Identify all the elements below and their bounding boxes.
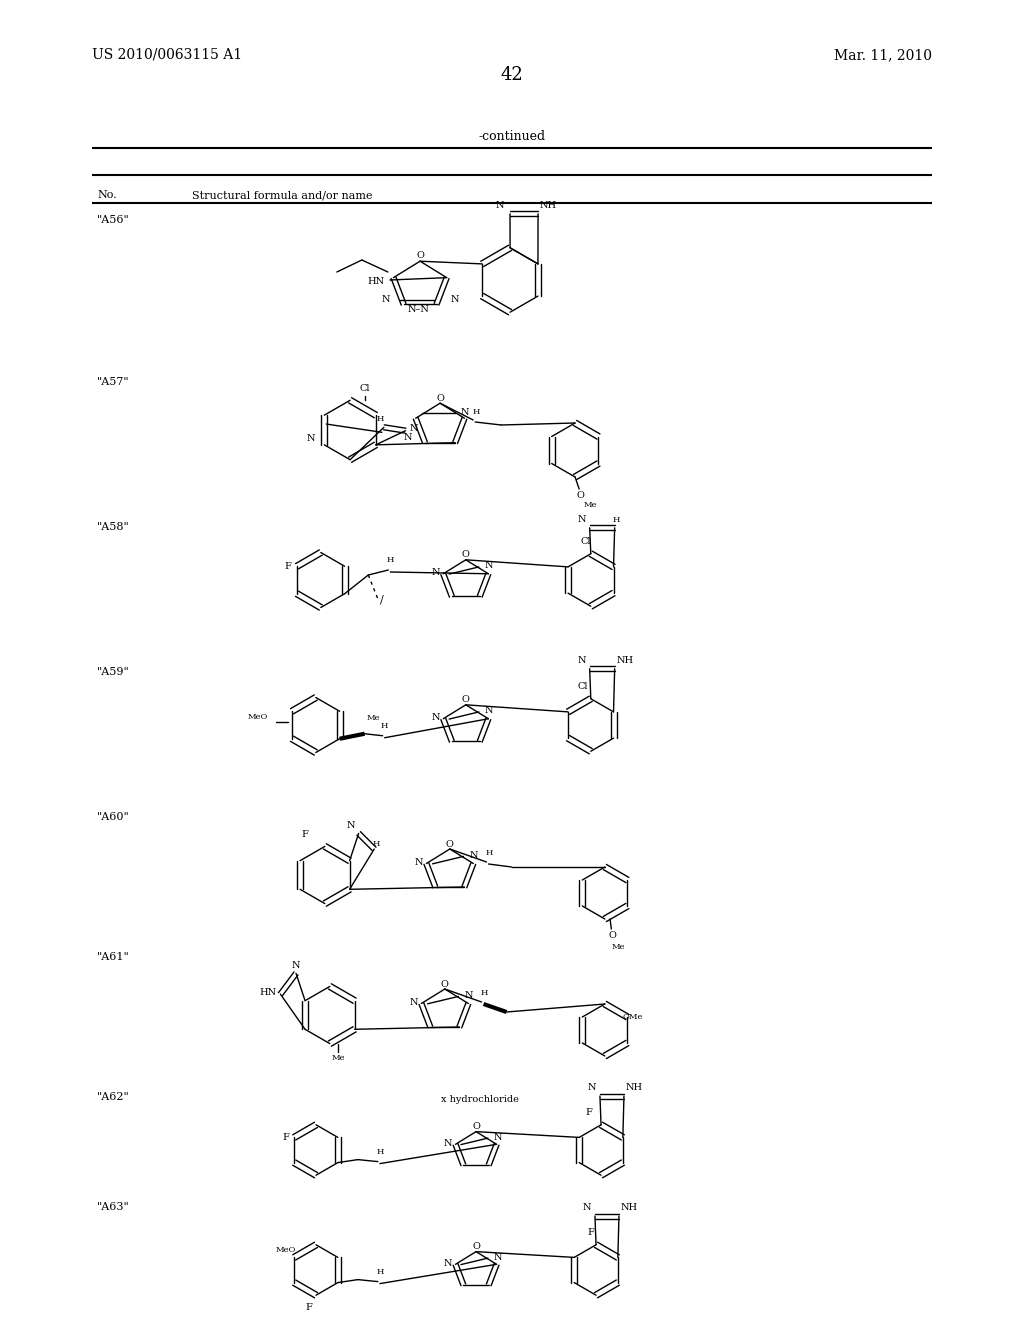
Text: H: H xyxy=(613,516,621,524)
Text: F: F xyxy=(285,562,291,570)
Text: N: N xyxy=(484,561,494,570)
Text: N: N xyxy=(403,433,413,442)
Text: H: H xyxy=(485,849,494,857)
Text: N: N xyxy=(470,850,478,859)
Text: N: N xyxy=(307,434,315,444)
Text: O: O xyxy=(472,1122,480,1131)
Text: US 2010/0063115 A1: US 2010/0063115 A1 xyxy=(92,48,243,62)
Text: NH: NH xyxy=(540,202,557,210)
Text: N: N xyxy=(578,515,586,524)
Text: x hydrochloride: x hydrochloride xyxy=(441,1096,519,1105)
Text: N: N xyxy=(431,569,440,577)
Text: /: / xyxy=(381,594,384,605)
Text: N: N xyxy=(494,1253,502,1262)
Text: -continued: -continued xyxy=(478,129,546,143)
Text: N: N xyxy=(431,713,440,722)
Text: O: O xyxy=(445,840,454,849)
Text: "A62": "A62" xyxy=(97,1092,130,1102)
Text: N: N xyxy=(415,858,423,867)
Text: Cl: Cl xyxy=(359,384,371,393)
Text: "A57": "A57" xyxy=(97,378,130,387)
Text: 42: 42 xyxy=(501,66,523,84)
Text: "A61": "A61" xyxy=(97,952,130,962)
Text: N: N xyxy=(410,424,418,433)
Text: Cl: Cl xyxy=(578,682,588,692)
Text: N: N xyxy=(444,1259,453,1269)
Text: "A59": "A59" xyxy=(97,667,130,677)
Text: F: F xyxy=(585,1109,592,1117)
Text: N: N xyxy=(484,706,494,715)
Text: Me: Me xyxy=(584,502,597,510)
Text: MeO: MeO xyxy=(275,1246,296,1254)
Text: N: N xyxy=(382,294,390,304)
Text: N: N xyxy=(465,991,473,999)
Text: N: N xyxy=(292,961,300,970)
Text: O: O xyxy=(436,393,444,403)
Text: Mar. 11, 2010: Mar. 11, 2010 xyxy=(834,48,932,62)
Text: HN: HN xyxy=(368,277,385,286)
Text: O: O xyxy=(462,696,470,705)
Text: F: F xyxy=(588,1229,595,1237)
Text: O: O xyxy=(416,251,424,260)
Text: N: N xyxy=(461,408,469,417)
Text: HN: HN xyxy=(259,987,276,997)
Text: O: O xyxy=(608,931,616,940)
Text: O: O xyxy=(577,491,585,499)
Text: Me: Me xyxy=(611,942,625,950)
Text: OMe: OMe xyxy=(623,1012,643,1020)
Text: O: O xyxy=(472,1242,480,1251)
Text: H: H xyxy=(481,989,488,997)
Text: H: H xyxy=(373,840,380,847)
Text: N: N xyxy=(578,656,586,665)
Text: H: H xyxy=(387,556,394,564)
Text: N: N xyxy=(496,202,504,210)
Text: "A56": "A56" xyxy=(97,215,130,224)
Text: H: H xyxy=(376,1267,384,1275)
Text: O: O xyxy=(462,550,470,560)
Text: NH: NH xyxy=(616,656,634,665)
Text: Me: Me xyxy=(367,714,380,722)
Text: N: N xyxy=(451,294,459,304)
Text: NH: NH xyxy=(621,1204,638,1213)
Text: NH: NH xyxy=(626,1084,643,1093)
Text: H: H xyxy=(376,1147,384,1155)
Text: Me: Me xyxy=(332,1053,345,1061)
Text: F: F xyxy=(305,1303,312,1312)
Text: O: O xyxy=(441,979,449,989)
Text: H: H xyxy=(472,408,480,416)
Text: "A63": "A63" xyxy=(97,1203,130,1212)
Text: MeO: MeO xyxy=(248,713,268,721)
Text: Structural formula and/or name: Structural formula and/or name xyxy=(193,190,373,201)
Text: H: H xyxy=(381,722,388,730)
Text: N: N xyxy=(410,998,418,1007)
Text: N–N: N–N xyxy=(408,305,430,314)
Text: H: H xyxy=(376,416,384,424)
Text: N: N xyxy=(588,1084,596,1093)
Text: N: N xyxy=(494,1133,502,1142)
Text: F: F xyxy=(282,1133,289,1142)
Text: F: F xyxy=(301,830,308,840)
Text: N: N xyxy=(444,1139,453,1148)
Text: "A60": "A60" xyxy=(97,812,130,822)
Text: Cl: Cl xyxy=(581,537,591,546)
Text: No.: No. xyxy=(97,190,117,201)
Text: N: N xyxy=(583,1204,591,1213)
Text: N: N xyxy=(346,821,354,830)
Text: "A58": "A58" xyxy=(97,521,130,532)
